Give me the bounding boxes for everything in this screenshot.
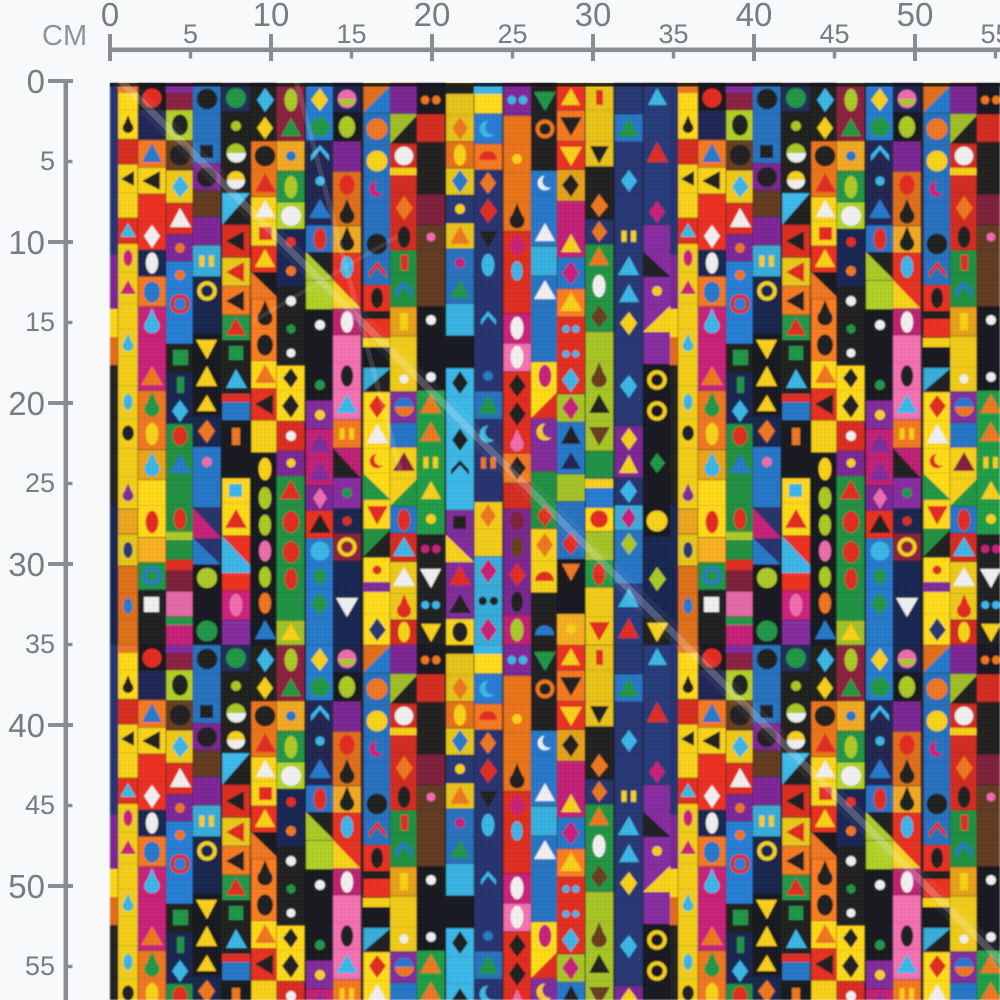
svg-text:5: 5 bbox=[183, 19, 198, 49]
svg-text:50: 50 bbox=[897, 0, 934, 33]
svg-text:10: 10 bbox=[8, 224, 45, 261]
svg-text:30: 30 bbox=[8, 546, 45, 583]
svg-text:40: 40 bbox=[736, 0, 773, 33]
svg-text:25: 25 bbox=[497, 19, 527, 49]
svg-text:35: 35 bbox=[658, 19, 688, 49]
svg-text:0: 0 bbox=[101, 0, 119, 33]
svg-text:CM: CM bbox=[42, 20, 87, 52]
svg-text:45: 45 bbox=[25, 790, 55, 820]
svg-text:20: 20 bbox=[414, 0, 451, 33]
svg-text:5: 5 bbox=[40, 146, 55, 176]
svg-text:15: 15 bbox=[25, 307, 55, 337]
svg-text:30: 30 bbox=[575, 0, 612, 33]
svg-text:0: 0 bbox=[27, 63, 45, 100]
svg-text:10: 10 bbox=[253, 0, 290, 33]
svg-text:50: 50 bbox=[8, 868, 45, 905]
svg-text:20: 20 bbox=[8, 385, 45, 422]
svg-text:40: 40 bbox=[8, 707, 45, 744]
svg-text:55: 55 bbox=[25, 951, 55, 981]
svg-text:25: 25 bbox=[25, 468, 55, 498]
svg-text:35: 35 bbox=[25, 629, 55, 659]
svg-text:55: 55 bbox=[980, 19, 1000, 49]
svg-text:45: 45 bbox=[819, 19, 849, 49]
svg-text:15: 15 bbox=[336, 19, 366, 49]
